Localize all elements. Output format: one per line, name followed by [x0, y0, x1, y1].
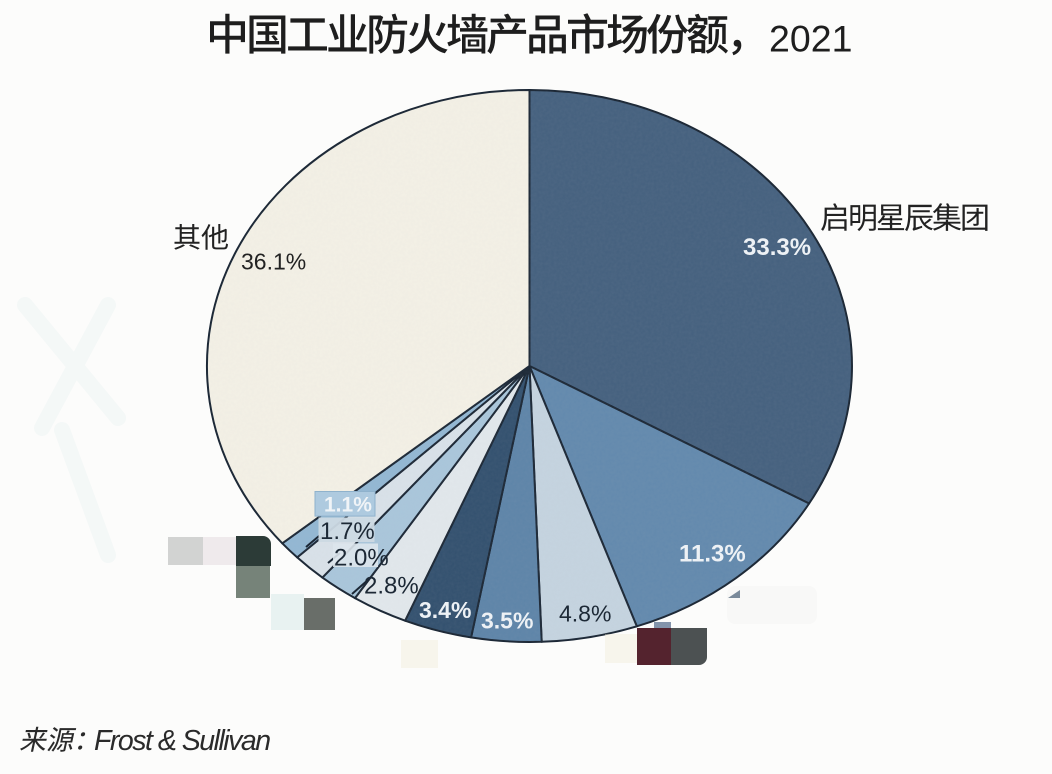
svg-text:3.5%: 3.5%: [481, 608, 533, 634]
svg-text:2021: 2021: [769, 18, 852, 60]
svg-text:1.1%: 1.1%: [324, 494, 372, 517]
svg-text:2.0%: 2.0%: [334, 545, 389, 572]
svg-text:4.8%: 4.8%: [559, 601, 611, 627]
svg-text:Frost & Sullivan: Frost & Sullivan: [94, 725, 270, 757]
svg-text:11.3%: 11.3%: [679, 541, 746, 568]
svg-text:1.7%: 1.7%: [320, 518, 375, 545]
svg-text:3.4%: 3.4%: [419, 597, 471, 623]
svg-text:33.3%: 33.3%: [743, 234, 811, 261]
svg-text:36.1%: 36.1%: [241, 249, 306, 275]
svg-text:2.8%: 2.8%: [364, 573, 419, 600]
